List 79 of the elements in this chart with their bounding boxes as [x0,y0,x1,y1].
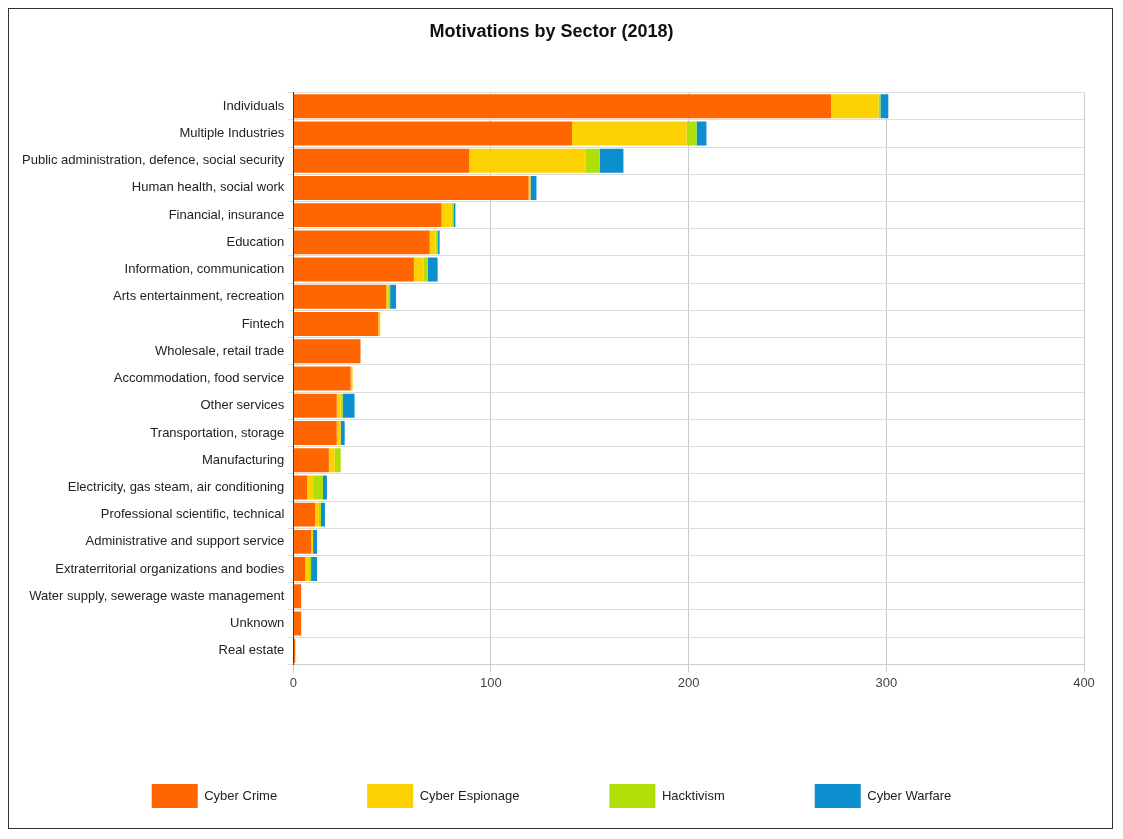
bar [293,203,442,228]
bar [336,393,341,418]
y-tick-label: Individuals [222,97,285,113]
bar [293,339,361,364]
x-tick-label: 400 [1073,674,1095,690]
y-tick-label: Unknown [230,615,285,631]
y-tick-label: Electricity, gas steam, air conditioning [67,478,285,494]
y-tick-label: Human health, social work [131,179,285,195]
y-tick-label: Manufacturing [201,451,285,467]
y-tick-label: Administrative and support service [85,533,285,549]
bar [441,203,452,228]
bar [293,393,337,418]
bar [599,148,624,173]
bar [572,121,687,146]
bar [322,475,327,500]
bar [469,148,586,173]
y-tick-label: Information, communication [124,261,285,277]
bar [307,475,314,500]
bar [427,257,438,282]
bar [293,284,387,309]
bar [293,529,312,554]
bar [293,448,329,473]
bar [293,312,379,337]
y-tick-label: Financial, insurance [168,206,285,222]
y-tick-label: Fintech [241,315,285,331]
y-tick-label: Arts entertainment, recreation [113,288,285,304]
bar [413,257,424,282]
bar [293,584,302,609]
bar [293,175,529,200]
bar [313,475,323,500]
y-tick-label: Accommodation, food service [113,370,285,386]
bar [293,121,573,146]
bar [293,148,470,173]
bar [336,420,341,445]
y-tick-label: Real estate [218,642,285,658]
bar [830,94,879,119]
bar [429,230,436,255]
bar [342,393,355,418]
y-tick-label: Public administration, defence, social security [21,152,285,168]
bar [320,502,325,527]
x-tick-label: 200 [677,674,700,690]
y-tick-label: Education [226,233,285,249]
bar [293,557,306,582]
bar [423,257,428,282]
bar [293,475,308,500]
legend-label: Cyber Espionage [419,787,520,803]
bar [293,230,430,255]
y-tick-label: Multiple Industries [179,125,285,141]
bar [293,420,337,445]
bar [293,257,414,282]
bar [315,502,319,527]
bar [686,121,697,146]
x-tick-label: 300 [875,674,898,690]
bar [293,611,302,636]
y-tick-label: Professional scientific, technical [100,506,285,522]
x-tick-label: 0 [289,674,297,690]
y-tick-label: Extraterritorial organizations and bodies [55,560,285,576]
bar [340,420,345,445]
legend-label: Cyber Warfare [867,787,952,803]
bar [293,94,831,119]
bar [293,366,351,391]
chart-title: Motivations by Sector (2018) [429,20,674,41]
y-tick-label: Other services [200,397,285,413]
bar [880,94,889,119]
bar [696,121,707,146]
bar [334,448,341,473]
y-tick-label: Wholesale, retail trade [154,342,285,358]
legend-label: Cyber Crime [204,787,278,803]
bar [328,448,335,473]
bar [313,529,318,554]
bar [585,148,600,173]
bar [390,284,397,309]
y-tick-label: Water supply, sewerage waste management [29,587,285,603]
legend-label: Hacktivism [661,787,725,803]
bar [305,557,310,582]
x-tick-label: 100 [480,674,502,690]
bar [293,502,316,527]
y-tick-label: Transportation, storage [150,424,285,440]
bar [311,557,318,582]
